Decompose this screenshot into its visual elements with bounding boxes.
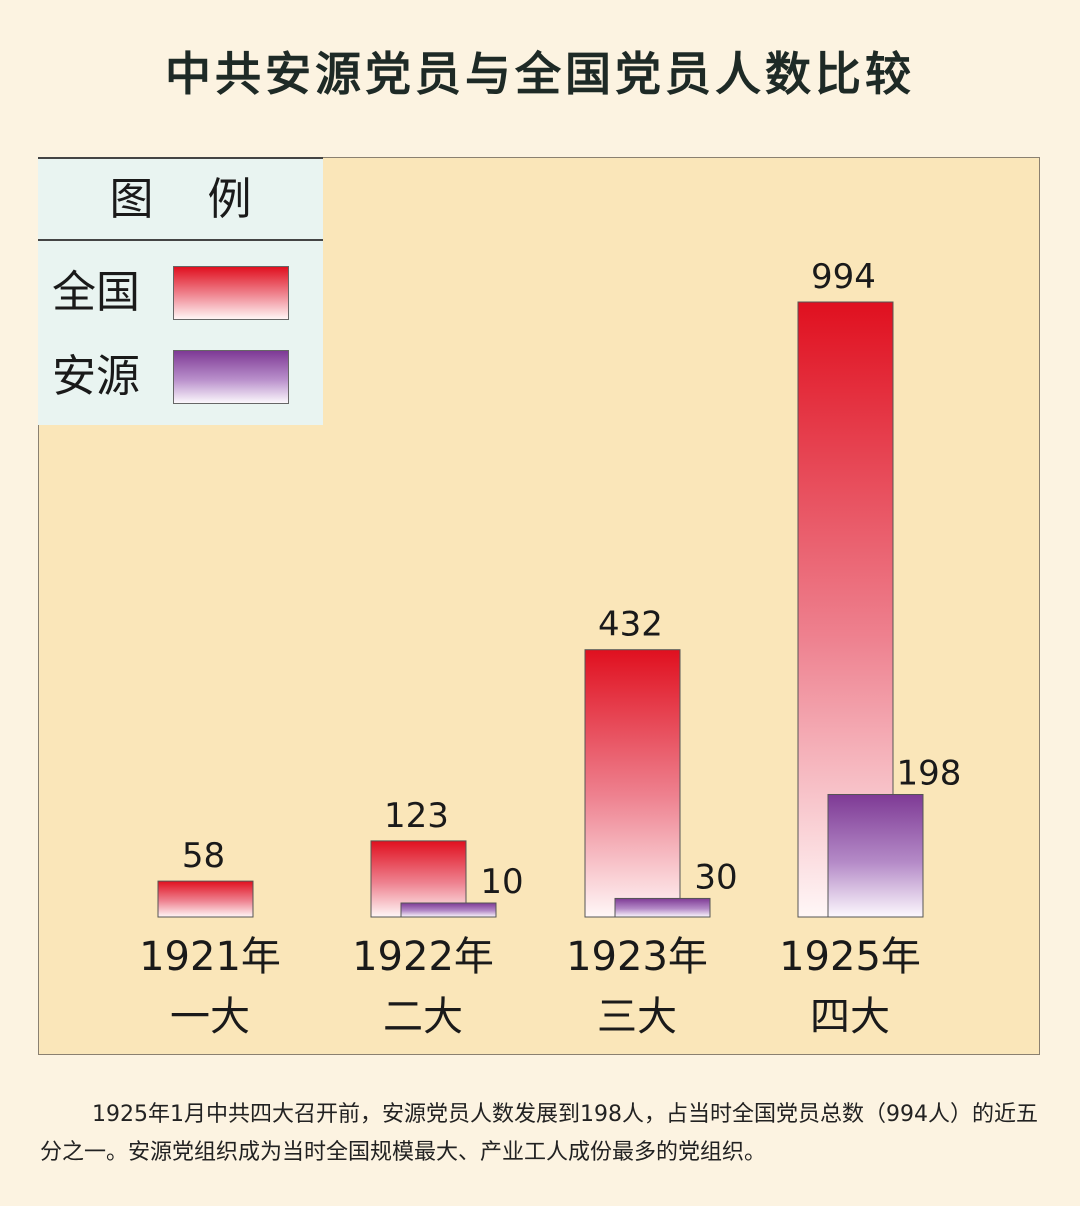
legend-swatch-anyuan [173, 350, 289, 404]
tick-label-year-1: 1921年 [139, 934, 281, 980]
data-label-national-1: 58 [182, 836, 225, 876]
bar-anyuan-2 [400, 902, 497, 918]
legend-label-national: 全国 [52, 267, 140, 318]
bar-national-1 [157, 880, 254, 918]
bar-national-3 [584, 649, 681, 918]
data-label-national-3: 432 [598, 605, 663, 645]
tick-label-congress-4: 四大 [810, 994, 890, 1040]
data-label-national-4: 994 [811, 257, 876, 297]
legend-item-national: 全国 [38, 263, 323, 323]
bar-anyuan-3 [614, 897, 711, 918]
data-label-anyuan-3: 30 [694, 857, 737, 897]
tick-label-congress-2: 二大 [383, 994, 463, 1040]
tick-label-year-3: 1923年 [566, 934, 708, 980]
legend: 图例 全国 安源 [38, 157, 323, 425]
bar-anyuan-4 [827, 793, 924, 918]
data-label-anyuan-2: 10 [480, 862, 523, 902]
chart-title: 中共安源党员与全国党员人数比较 [165, 47, 915, 101]
legend-swatch-national [173, 266, 289, 320]
data-label-national-2: 123 [384, 796, 449, 836]
tick-label-year-2: 1922年 [352, 934, 494, 980]
data-label-anyuan-4: 198 [897, 753, 962, 793]
tick-label-year-4: 1925年 [779, 934, 921, 980]
tick-label-congress-3: 三大 [597, 994, 677, 1040]
legend-label-anyuan: 安源 [52, 351, 140, 402]
footnote: 1925年1月中共四大召开前，安源党员人数发展到198人，占当时全国党员总数（9… [40, 1102, 1038, 1165]
legend-heading: 图例 [38, 159, 323, 241]
legend-item-anyuan: 安源 [38, 347, 323, 407]
tick-label-congress-1: 一大 [170, 994, 250, 1040]
